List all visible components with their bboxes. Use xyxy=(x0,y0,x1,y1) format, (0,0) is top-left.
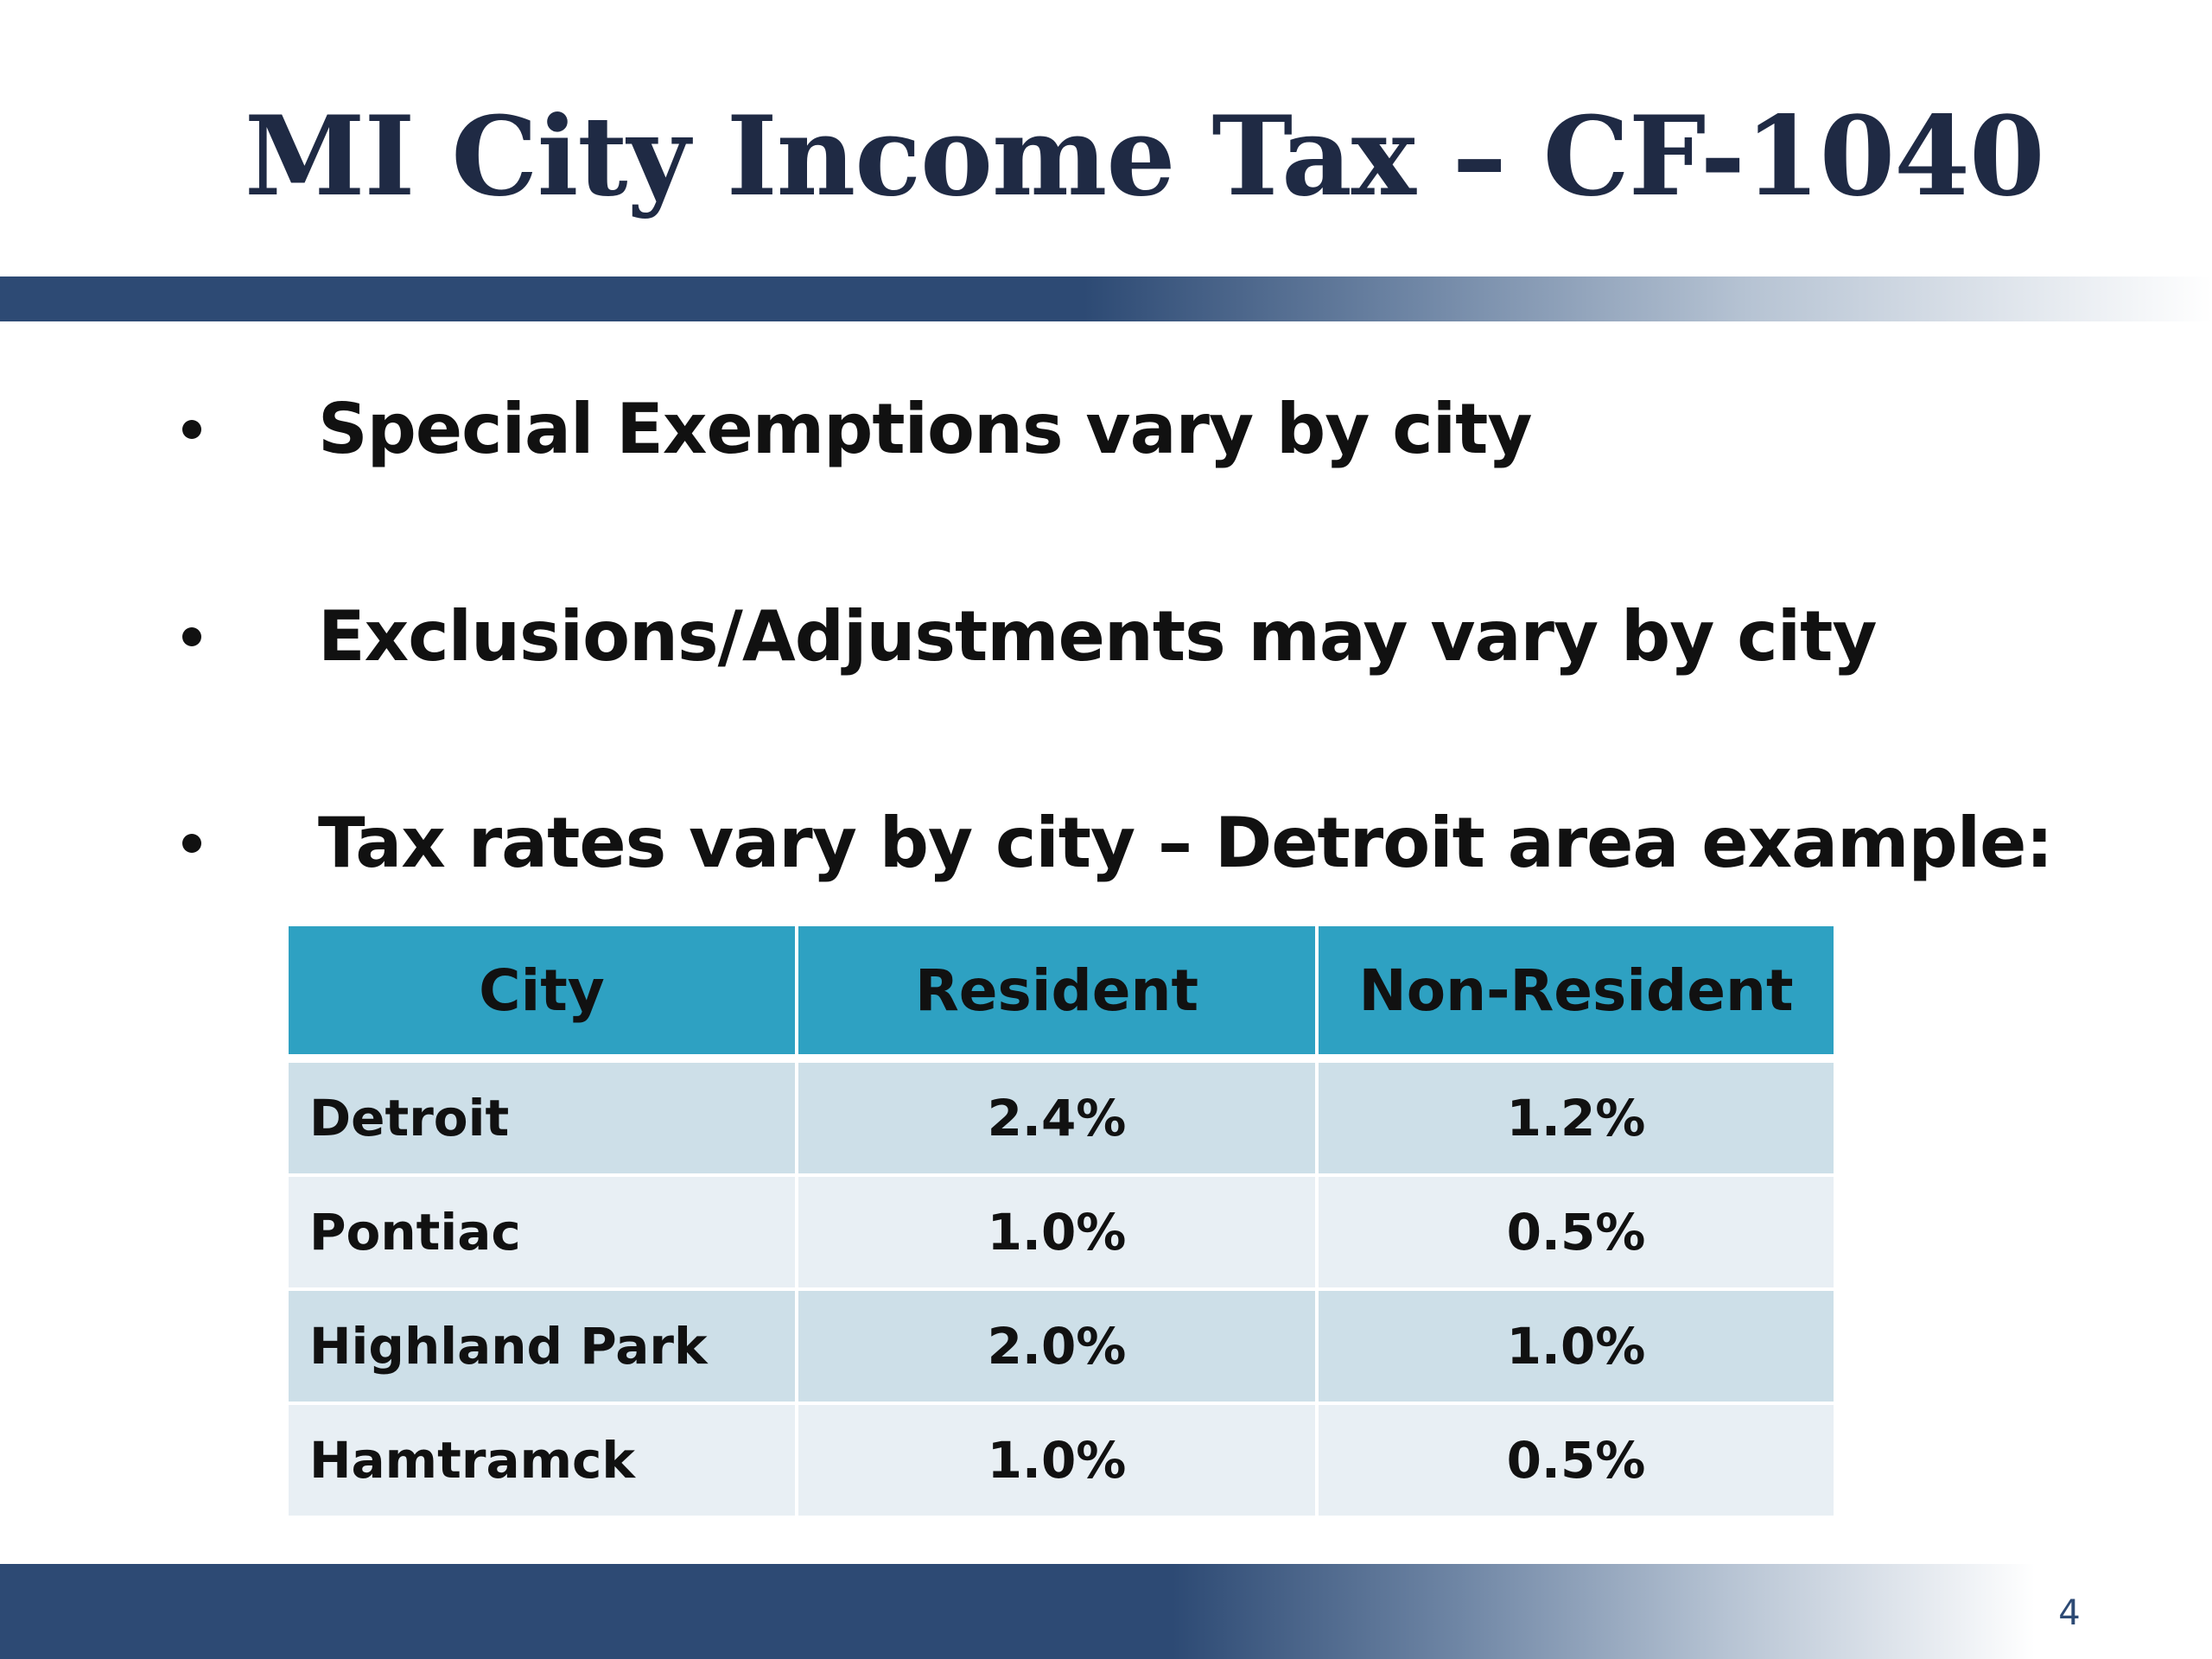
table-row: Highland Park 2.0% 1.0% xyxy=(285,1287,1837,1405)
resident-rate-cell: 1.0% xyxy=(795,1173,1319,1291)
table-row: Hamtramck 1.0% 0.5% xyxy=(285,1402,1837,1519)
bullet-text: Exclusions/Adjustments may vary by city xyxy=(318,596,1877,677)
table-header-row: City Resident Non-Resident xyxy=(285,923,1837,1063)
city-cell: Hamtramck xyxy=(285,1402,798,1519)
bullet-text: Tax rates vary by city – Detroit area ex… xyxy=(318,803,2053,883)
city-cell: Highland Park xyxy=(285,1287,798,1405)
resident-rate-cell: 2.0% xyxy=(795,1287,1319,1405)
bullet-dot-icon xyxy=(182,420,201,439)
page-number: 4 xyxy=(2058,1593,2081,1633)
non-resident-rate-cell: 0.5% xyxy=(1315,1173,1837,1291)
bullet-dot-icon xyxy=(182,627,201,646)
bullet-dot-icon xyxy=(182,834,201,853)
city-cell: Detroit xyxy=(285,1057,798,1177)
bullet-text: Special Exemptions vary by city xyxy=(318,389,1533,469)
column-header-non-resident: Non-Resident xyxy=(1315,923,1837,1063)
tax-rate-table: City Resident Non-Resident Detroit 2.4% … xyxy=(285,923,1837,1519)
column-header-city: City xyxy=(285,923,798,1063)
non-resident-rate-cell: 0.5% xyxy=(1315,1402,1837,1519)
resident-rate-cell: 2.4% xyxy=(795,1057,1319,1177)
slide-title: MI City Income Tax – CF-1040 xyxy=(245,92,2045,220)
resident-rate-cell: 1.0% xyxy=(795,1402,1319,1519)
footer-accent-bar xyxy=(0,1564,2212,1659)
city-cell: Pontiac xyxy=(285,1173,798,1291)
column-header-resident: Resident xyxy=(795,923,1319,1063)
table-row: Pontiac 1.0% 0.5% xyxy=(285,1173,1837,1291)
title-accent-bar xyxy=(0,276,2212,321)
table-row: Detroit 2.4% 1.2% xyxy=(285,1057,1837,1177)
non-resident-rate-cell: 1.0% xyxy=(1315,1287,1837,1405)
non-resident-rate-cell: 1.2% xyxy=(1315,1057,1837,1177)
